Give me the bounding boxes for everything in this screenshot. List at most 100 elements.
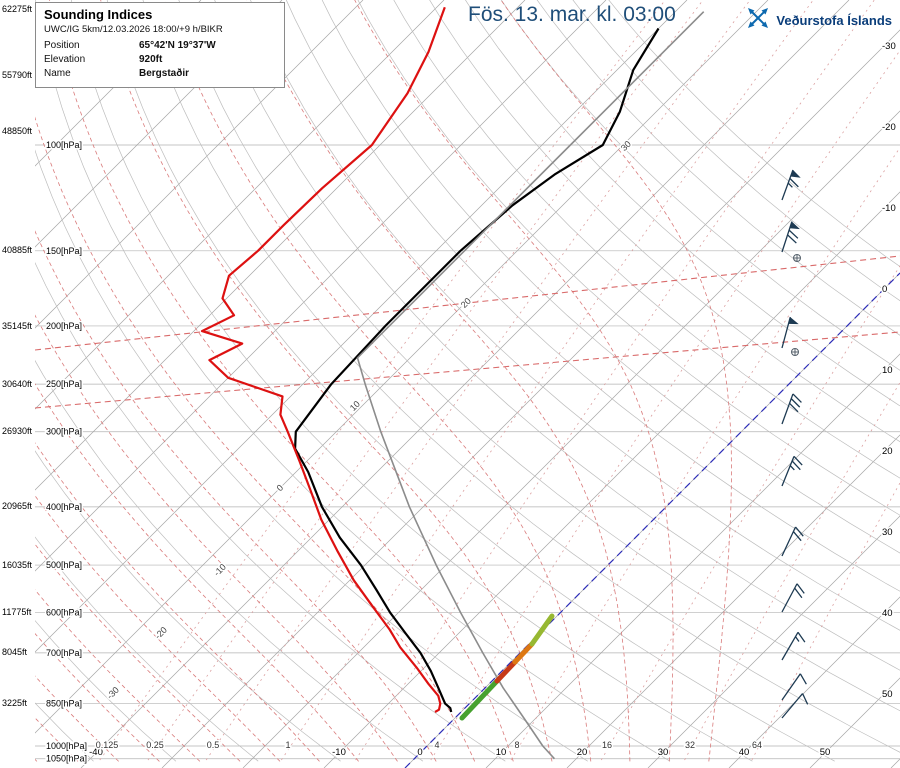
mixing-ratio-label: 64 <box>752 740 762 750</box>
info-row-position: Position 65°42'N 19°37'W <box>44 39 276 53</box>
moist-adiabat-label: 10 <box>348 399 362 413</box>
info-value: 920ft <box>139 54 163 65</box>
colored-parcel-segment <box>459 678 500 721</box>
moist-adiabat-line <box>164 0 592 762</box>
wind-barb <box>781 583 805 613</box>
colored-parcel-segment <box>494 659 518 684</box>
moist-adiabat-line <box>49 0 514 762</box>
dry-adiabat-line <box>250 0 900 631</box>
info-value: 65°42'N 19°37'W <box>139 40 216 51</box>
isotherm-line <box>35 0 769 734</box>
met-office-logo: Veðurstofa Íslands <box>746 6 892 35</box>
pressure-hpa-label: 1000[hPa] <box>46 741 87 751</box>
bottom-temperature-label: -10 <box>332 747 346 758</box>
wind-barb <box>781 526 804 557</box>
mixing-ratio-label: 16 <box>602 740 612 750</box>
bottom-temperature-label: 40 <box>739 747 750 758</box>
dry-adiabat-line <box>500 0 900 371</box>
right-temperature-label: -10 <box>882 203 896 214</box>
mixing-ratio-label: 0.25 <box>146 740 164 750</box>
dry-adiabat-line <box>35 262 506 762</box>
dry-adiabat-line <box>178 0 900 712</box>
dry-adiabat-line <box>106 0 835 762</box>
mixing-ratio-label: 1 <box>285 740 290 750</box>
aux-dashed-line <box>35 255 900 351</box>
altitude-ft-label: 16035ft <box>2 560 33 570</box>
info-box-title: Sounding Indices <box>44 7 153 22</box>
right-temperature-label: 20 <box>882 446 893 457</box>
moist-adiabat-line <box>35 116 476 762</box>
altitude-ft-label: 3225ft <box>2 698 28 708</box>
dry-adiabat-line <box>35 359 424 762</box>
dry-adiabat-line <box>321 0 900 554</box>
pressure-hpa-label: 250[hPa] <box>46 379 82 389</box>
pressure-hpa-label: 500[hPa] <box>46 560 82 570</box>
mixing-ratio-label: 0.125 <box>96 740 119 750</box>
colored-parcel-segment <box>529 613 555 647</box>
sounding-indices-box: Sounding Indices UWC/IG 5km/12.03.2026 1… <box>35 2 285 88</box>
moist-adiabat-line <box>35 543 241 762</box>
info-box-source: UWC/IG 5km/12.03.2026 18:00/+9 h/BIKR <box>44 24 223 35</box>
right-temperature-label: 0 <box>882 284 887 295</box>
wind-barb <box>781 631 806 661</box>
dry-adiabat-line <box>214 0 900 671</box>
bottom-temperature-label: 30 <box>658 747 669 758</box>
wind-barb <box>781 169 801 201</box>
moist-adiabat-line <box>354 0 674 762</box>
moist-adiabat-label: 20 <box>459 296 473 310</box>
pressure-hpa-label: 850[hPa] <box>46 699 82 709</box>
profile-lines <box>200 6 705 760</box>
bottom-temperature-label: 20 <box>577 747 588 758</box>
colored-parcel-segment <box>512 641 535 665</box>
dry-adiabat-line <box>429 0 900 443</box>
dry-adiabat-line <box>393 0 900 479</box>
altitude-ft-label: 8045ft <box>2 647 28 657</box>
dry-adiabat-line <box>465 0 900 407</box>
moist-adiabat-line <box>246 0 631 762</box>
isotherm-line <box>647 515 900 768</box>
mixing-ratio-label: 0.5 <box>207 740 220 750</box>
dry-adiabat-line <box>70 0 753 762</box>
temperature-curve <box>294 27 660 713</box>
isotherm-line <box>35 0 202 167</box>
dry-adiabat-line <box>35 149 588 762</box>
mixing-ratio-line <box>147 0 704 761</box>
dry-adiabat-line <box>285 0 900 592</box>
info-label: Name <box>44 68 71 79</box>
moist-adiabat-label: -30 <box>105 685 121 701</box>
mixing-ratio-line <box>751 482 900 761</box>
altitude-ft-label: 55790ft <box>2 70 33 80</box>
altitude-ft-label: 20965ft <box>2 501 33 511</box>
dry-adiabat-line <box>536 0 900 336</box>
altitude-ft-label: 40885ft <box>2 245 33 255</box>
mixing-ratio-label: 32 <box>685 740 695 750</box>
altitude-ft-label: 30640ft <box>2 379 33 389</box>
info-label: Position <box>44 40 80 51</box>
isotherm-line <box>35 0 283 248</box>
mixing-ratio-line <box>205 0 751 761</box>
level-marker <box>791 348 799 356</box>
isotherm-line <box>35 0 607 572</box>
dry-adiabat-line <box>35 450 341 762</box>
right-temperature-label: 30 <box>882 527 893 538</box>
mixing-ratio-line <box>99 0 666 761</box>
isotherm-line <box>485 353 900 768</box>
bottom-temperature-label: 10 <box>496 747 507 758</box>
dry-adiabat-line <box>572 0 900 302</box>
bottom-temperature-label: 50 <box>820 747 831 758</box>
isotherm-line <box>323 191 900 768</box>
mixing-ratio-line <box>600 265 900 761</box>
moist-adiabat-label: -20 <box>153 625 169 641</box>
mixing-ratio-line <box>684 381 900 761</box>
altitude-ft-label: 26930ft <box>2 426 33 436</box>
isotherm-line <box>35 0 688 653</box>
right-temperature-label: -20 <box>882 122 896 133</box>
dry-adiabat-line <box>357 0 900 516</box>
moist-adiabat-line <box>35 383 359 762</box>
mixing-ratio-line <box>355 0 875 761</box>
wind-barb <box>781 393 802 425</box>
dry-adiabat-line <box>142 0 900 753</box>
